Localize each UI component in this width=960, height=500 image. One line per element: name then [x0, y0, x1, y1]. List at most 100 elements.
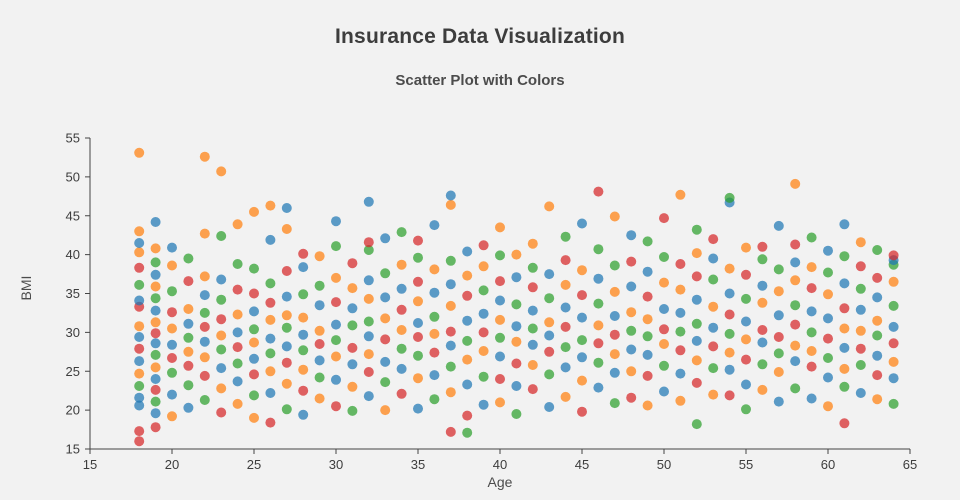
- scatter-point: [363, 196, 374, 207]
- scatter-point: [298, 289, 309, 300]
- scatter-point: [183, 276, 194, 287]
- scatter-point: [872, 330, 883, 341]
- scatter-point: [478, 240, 489, 251]
- scatter-point: [314, 280, 325, 291]
- scatter-point: [659, 277, 669, 288]
- scatter-point: [429, 220, 440, 231]
- scatter-point: [462, 246, 473, 257]
- scatter-point: [183, 304, 194, 314]
- scatter-point: [249, 369, 259, 380]
- scatter-point: [363, 391, 374, 402]
- scatter-point: [413, 276, 423, 287]
- scatter-point: [150, 281, 161, 292]
- scatter-point: [872, 350, 883, 361]
- scatter-point: [593, 244, 604, 255]
- scatter-point: [872, 370, 883, 381]
- scatter-point: [806, 327, 817, 338]
- scatter-point: [642, 236, 653, 247]
- scatter-point: [823, 353, 833, 363]
- scatter-point: [626, 281, 637, 292]
- scatter-point: [741, 354, 751, 365]
- scatter-point: [462, 270, 473, 281]
- scatter-point: [363, 237, 374, 248]
- scatter-point: [806, 262, 817, 273]
- scatter-point: [577, 335, 587, 346]
- scatter-point: [347, 258, 358, 269]
- scatter-point: [413, 350, 423, 361]
- chart-subtitle: Scatter Plot with Colors: [395, 72, 565, 89]
- scatter-point: [609, 211, 620, 222]
- scatter-point: [314, 325, 325, 336]
- scatter-point: [593, 298, 604, 309]
- scatter-point: [150, 269, 161, 280]
- scatter-point: [134, 332, 145, 342]
- scatter-point: [413, 318, 423, 328]
- scatter-point: [445, 190, 456, 201]
- scatter-point: [511, 321, 522, 332]
- scatter-point: [462, 379, 473, 390]
- scatter-point: [757, 337, 768, 348]
- scatter-point: [659, 324, 669, 335]
- x-tick-label: 20: [165, 457, 179, 472]
- scatter-point: [445, 326, 456, 337]
- scatter-point: [839, 219, 850, 230]
- scatter-point: [872, 315, 883, 326]
- scatter-point: [691, 419, 702, 430]
- scatter-point: [331, 374, 341, 385]
- scatter-point: [413, 332, 423, 342]
- scatter-point: [199, 307, 210, 318]
- scatter-point: [839, 418, 850, 429]
- scatter-point: [691, 377, 702, 388]
- scatter-point: [577, 375, 587, 386]
- scatter-point: [265, 200, 276, 211]
- scatter-point: [134, 426, 145, 437]
- scatter-point: [511, 381, 522, 391]
- chart-title: Insurance Data Visualization: [335, 25, 625, 48]
- scatter-point: [806, 232, 817, 243]
- scatter-point: [626, 392, 637, 403]
- scatter-point: [609, 311, 620, 321]
- scatter-point: [380, 356, 391, 367]
- scatter-point: [167, 389, 177, 400]
- y-tick-label: 35: [66, 286, 80, 301]
- scatter-point: [265, 278, 276, 289]
- scatter-point: [790, 340, 801, 351]
- scatter-point: [249, 206, 259, 217]
- scatter-point: [445, 199, 456, 210]
- scatter-point: [281, 357, 292, 368]
- scatter-point: [560, 391, 571, 402]
- scatter-point: [642, 331, 653, 342]
- scatter-point: [855, 360, 866, 370]
- scatter-point: [544, 402, 555, 412]
- scatter-point: [232, 219, 243, 230]
- scatter-point: [675, 326, 686, 337]
- scatter-point: [216, 363, 227, 374]
- scatter-point: [577, 218, 587, 229]
- scatter-point: [806, 283, 817, 294]
- scatter-point: [396, 227, 407, 238]
- scatter-point: [659, 360, 669, 371]
- scatter-point: [757, 359, 768, 370]
- scatter-point: [314, 300, 325, 311]
- scatter-point: [167, 323, 177, 334]
- scatter-point: [150, 243, 161, 254]
- scatter-point: [675, 259, 686, 269]
- scatter-point: [577, 352, 587, 363]
- scatter-point: [150, 374, 161, 384]
- scatter-point: [167, 367, 177, 378]
- scatter-point: [134, 321, 145, 332]
- scatter-point: [298, 385, 309, 396]
- scatter-point: [429, 264, 440, 275]
- scatter-point: [790, 257, 801, 268]
- scatter-point: [708, 253, 719, 264]
- scatter-point: [773, 396, 784, 407]
- scatter-point: [363, 245, 374, 255]
- scatter-point: [314, 372, 325, 383]
- scatter-point: [298, 312, 309, 323]
- scatter-point: [823, 313, 833, 324]
- scatter-point: [593, 357, 604, 368]
- scatter-point: [675, 368, 686, 379]
- scatter-point: [757, 254, 768, 265]
- scatter-point: [429, 394, 440, 405]
- y-axis-label: BMI: [18, 275, 34, 301]
